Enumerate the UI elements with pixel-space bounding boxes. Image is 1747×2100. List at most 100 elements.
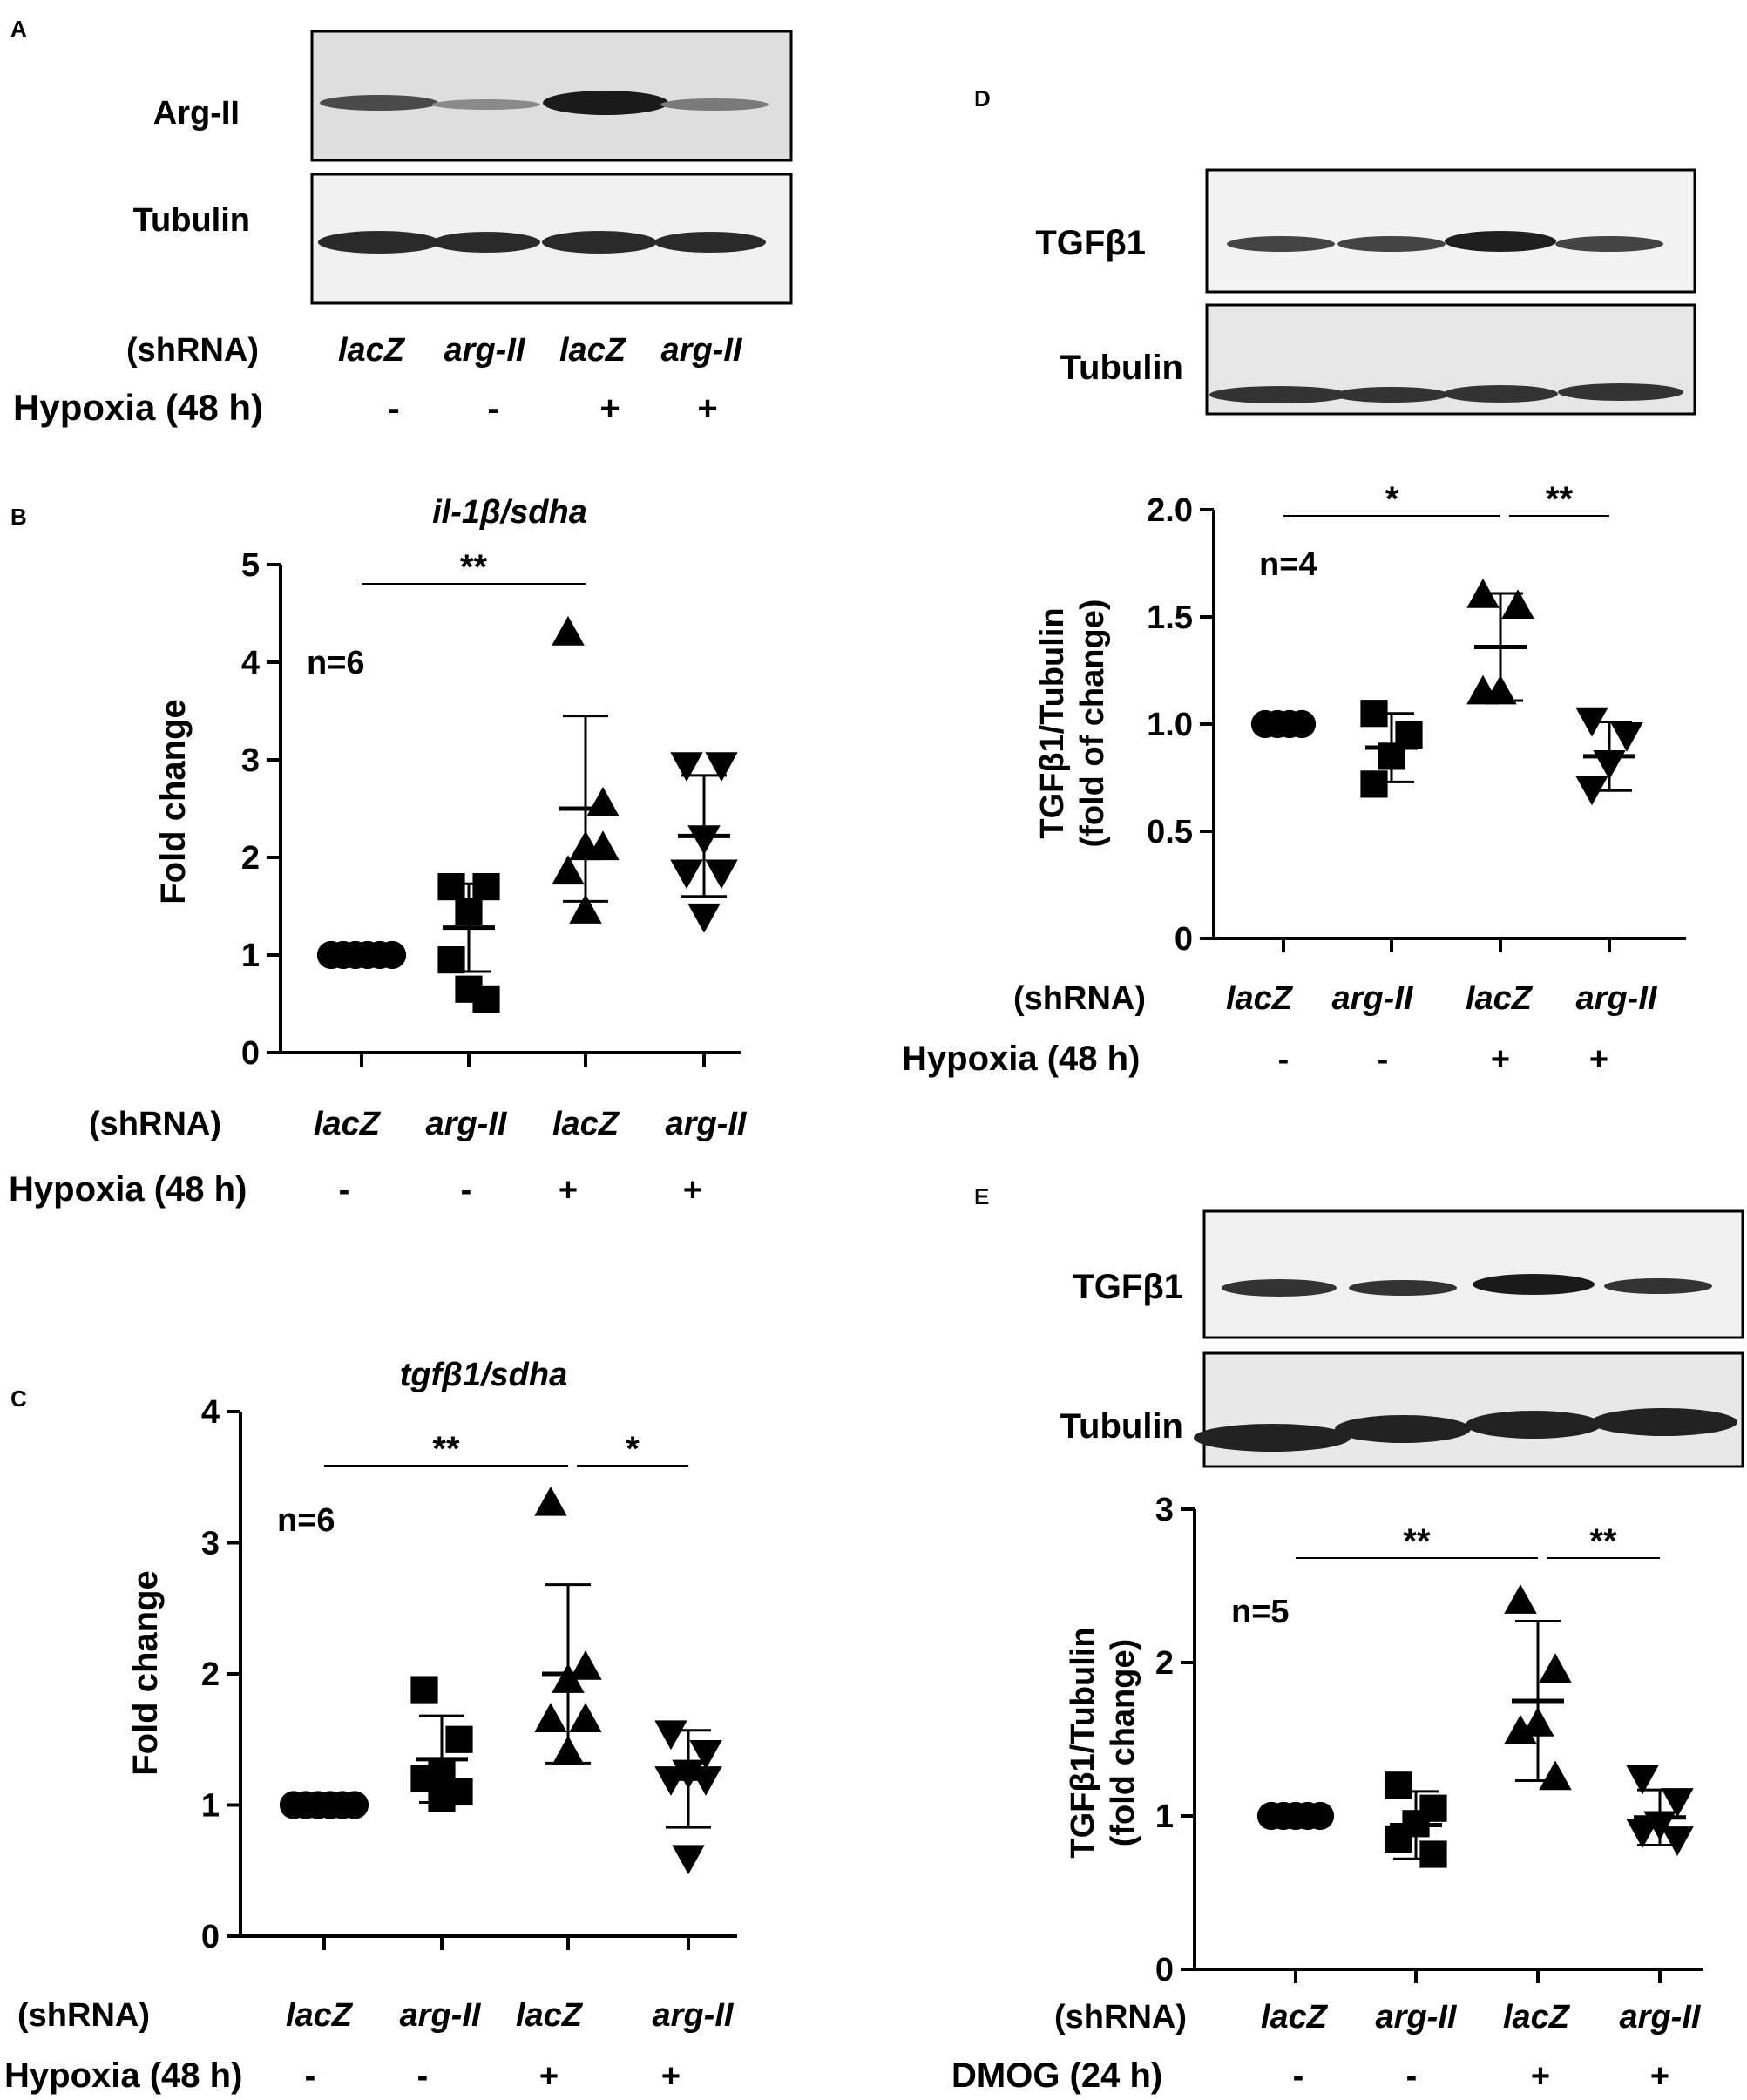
blot-label-tgfb1-e: TGFβ1: [1073, 1268, 1183, 1306]
band: [660, 98, 769, 111]
treatment-label: Hypoxia (48 h): [4, 2056, 242, 2095]
data-point: [670, 859, 703, 890]
x-category-label: lacZ: [286, 1997, 354, 2034]
group-label: arg-II: [661, 332, 743, 369]
data-point: [1360, 770, 1388, 798]
n-label: n=5: [1231, 1594, 1290, 1630]
panel-e-blot: E TGFβ1 Tubulin: [974, 1183, 1744, 1468]
treatment-mark: -: [417, 2058, 429, 2095]
x-category-label: lacZ: [552, 1106, 620, 1142]
band: [1209, 386, 1349, 403]
data-point: [1501, 589, 1534, 619]
data-point: [687, 903, 721, 933]
data-point: [437, 873, 465, 901]
band: [1337, 236, 1446, 252]
band: [1335, 1415, 1471, 1443]
series-group: [1250, 709, 1317, 739]
significance-label: *: [626, 1430, 640, 1468]
series-group: [279, 1791, 369, 1819]
treatment-mark: -: [1293, 2058, 1304, 2095]
treatment-mark: -: [305, 2058, 316, 2095]
treatment-mark: +: [559, 1172, 578, 1209]
treatment-mark: +: [661, 2058, 681, 2095]
treatment-mark: +: [1650, 2058, 1669, 2095]
x-category-label: lacZ: [1466, 980, 1534, 1017]
treatment-mark: -: [461, 1172, 472, 1209]
panel-letter-e: E: [974, 1183, 989, 1209]
bands-tgfb1-e: [1222, 1274, 1712, 1297]
band: [543, 91, 668, 115]
treatment-mark: +: [697, 390, 717, 428]
blot-label-tubulin-d: Tubulin: [1060, 349, 1183, 387]
data-point: [1466, 674, 1500, 705]
y-tick-label: 3: [241, 742, 260, 779]
y-tick-label: 4: [241, 645, 260, 681]
bands-tgfb1-d: [1227, 231, 1663, 252]
data-point: [552, 855, 585, 885]
n-label: n=6: [307, 645, 365, 681]
band: [1558, 383, 1683, 401]
panel-letter-a: A: [10, 16, 27, 42]
group-label: lacZ: [559, 332, 627, 369]
band: [1334, 387, 1449, 403]
band: [432, 99, 540, 110]
x-category-label: arg-II: [400, 1997, 482, 2034]
x-category-label: lacZ: [314, 1106, 382, 1142]
data-point: [534, 1486, 567, 1516]
series-group: [552, 615, 620, 924]
data-point: [569, 894, 602, 924]
data-point: [437, 946, 465, 974]
n-label: n=6: [277, 1502, 335, 1539]
chart-tgfb1-hypoxia: 0 0.5 1.0 1.5 2.0 TGFβ1/Tubulin (fold of chang…: [902, 480, 1686, 1078]
data-point: [1385, 1771, 1412, 1799]
bands-tubulin-a: [318, 231, 766, 254]
x-category-label: arg-II: [426, 1106, 508, 1142]
y-tick-label: 3: [201, 1526, 220, 1562]
treatment-mark: -: [388, 390, 399, 428]
n-label: n=4: [1259, 546, 1317, 583]
band: [1591, 1408, 1737, 1436]
series-group: [1626, 1765, 1694, 1856]
significance-label: **: [1546, 480, 1574, 518]
data-point: [455, 975, 483, 1003]
data-point: [1539, 1760, 1572, 1791]
y-tick-label: 1: [201, 1788, 220, 1825]
data-point: [705, 859, 738, 890]
series-group: [410, 1676, 473, 1812]
data-point: [445, 1725, 473, 1753]
panel-letter-d: D: [974, 85, 991, 112]
band: [1445, 231, 1556, 252]
series-group: [670, 752, 738, 933]
band: [1222, 1279, 1337, 1297]
treatment-label: Hypoxia (48 h): [902, 1040, 1140, 1078]
data-point: [1287, 709, 1317, 739]
data-point: [377, 940, 407, 970]
data-point: [1305, 1801, 1335, 1831]
y-tick-label: 1.5: [1147, 600, 1193, 636]
series-group: [1575, 707, 1643, 806]
y-tick-label: 0: [241, 1035, 260, 1072]
y-tick-label: 2: [241, 840, 260, 877]
band: [320, 95, 438, 111]
data-point: [670, 752, 703, 782]
series-group: [1360, 700, 1423, 798]
chart-title: il-1β/sdha: [432, 494, 587, 531]
treatment-label: Hypoxia (48 h): [9, 1170, 247, 1209]
series-group: [1466, 578, 1534, 705]
data-point: [689, 1740, 722, 1770]
data-point: [552, 615, 585, 646]
x-category-label: arg-II: [1332, 980, 1414, 1017]
data-point: [410, 1676, 438, 1704]
treatment-mark: +: [1491, 1041, 1510, 1078]
group-label: arg-II: [444, 332, 526, 369]
y-axis-label: Fold change: [126, 1570, 165, 1776]
data-point: [534, 1703, 567, 1732]
data-point: [340, 1791, 369, 1819]
data-point: [569, 1703, 602, 1732]
treatment-mark: -: [487, 390, 498, 428]
data-point: [1419, 1840, 1447, 1868]
band: [1473, 1274, 1595, 1295]
